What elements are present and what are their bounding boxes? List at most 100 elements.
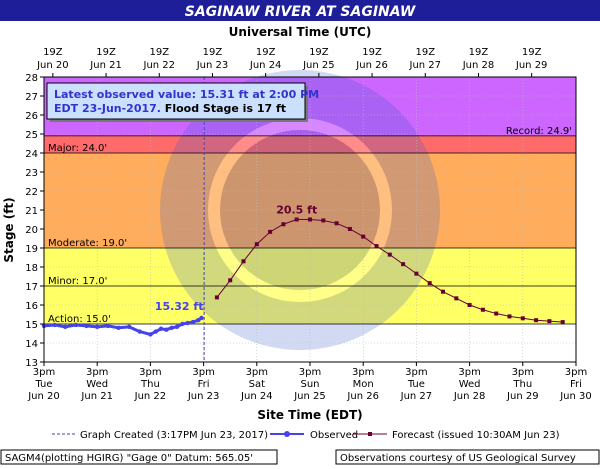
forecast-point [268,229,273,234]
x-tick-time: 3pm [512,367,534,378]
x-tick-day: Thu [512,379,532,390]
info-box-line-1: Latest observed value: 15.31 ft at 2:00 … [54,88,319,101]
top-tick-time: 19Z [469,47,489,58]
top-tick-date: Jun 21 [89,60,122,71]
footer: SAGM4(plotting HGIRG) "Gage 0" Datum: 56… [0,449,600,465]
legend-forecast-marker [368,432,372,436]
observed-point [174,324,180,330]
legend-graph-created: Graph Created (3:17PM Jun 23, 2017) [80,430,268,441]
y-tick-label: 13 [25,358,38,369]
forecast-point [387,252,392,257]
x-tick-day: Mon [353,379,374,390]
stage-line-label: Moderate: 19.0' [48,238,127,249]
observed-point [63,324,68,330]
x-tick-time: 3pm [299,367,321,378]
x-tick-date: Jun 20 [27,391,60,402]
forecast-point [214,295,219,300]
x-tick-time: 3pm [405,367,427,378]
y-tick-label: 14 [25,339,38,350]
x-tick-day: Sun [300,379,319,390]
observed-point [185,320,190,326]
observed-point [199,315,204,321]
forecast-point [401,262,406,267]
chart-title: SAGINAW RIVER AT SAGINAW [185,4,416,20]
forecast-point [520,316,525,321]
observed-point [196,318,201,323]
y-tick-label: 21 [25,206,38,217]
stage-line-label: Major: 24.0' [48,143,107,154]
info-box-flood-stage: Flood Stage is 17 ft [161,102,286,115]
observed-point [190,319,196,325]
x-tick-time: 3pm [565,367,587,378]
band-normal [44,324,576,362]
forecast-point [560,320,565,325]
forecast-point [241,259,246,264]
stage-line-label: Record: 24.9' [506,126,572,137]
series-layer: 20.5 ft 15.32 ft [41,77,565,362]
x-tick-day: Thu [140,379,160,390]
observed-point [95,324,100,330]
title-bar [0,0,600,21]
x-tick-date: Jun 23 [187,391,220,402]
top-tick-date: Jun 27 [409,60,442,71]
forecast-point [228,278,233,283]
top-tick-time: 19Z [362,47,382,58]
forecast-point [494,311,499,316]
y-tick-label: 15 [25,320,38,331]
forecast-peak-label: 20.5 ft [276,204,317,217]
gage-info: SAGM4(plotting HGIRG) "Gage 0" Datum: 56… [5,453,253,464]
observed-point [153,329,158,334]
x-tick-date: Jun 29 [506,391,539,402]
forecast-point [308,217,312,222]
x-tick-day: Fri [570,379,582,390]
top-tick-time: 19Z [415,47,435,58]
top-tick-date: Jun 29 [515,60,548,71]
x-tick-time: 3pm [458,367,480,378]
y-tick-label: 17 [25,282,38,293]
x-tick-time: 3pm [33,367,55,378]
x-tick-day: Sat [249,379,265,390]
observed-point [105,323,111,329]
forecast-point [507,314,512,319]
forecast-point [534,318,539,323]
forecast-point [347,227,352,231]
flood-stage-lines: Record: 24.9' Major: 24.0' Moderate: 19.0'… [44,126,576,325]
x-tick-time: 3pm [246,367,268,378]
observed-point [116,325,121,330]
top-tick-date: Jun 20 [36,60,69,71]
x-tick-time: 3pm [352,367,374,378]
observed-point [137,329,142,334]
x-tick-date: Jun 27 [400,391,433,402]
forecast-point [547,319,552,324]
top-tick-date: Jun 26 [355,60,388,71]
band-major [44,135,576,153]
x-tick-date: Jun 28 [453,391,486,402]
observed-point [84,323,89,329]
x-tick-time: 3pm [86,367,108,378]
y-tick-label: 20 [25,225,38,236]
forecast-point [414,271,419,276]
top-tick-date: Jun 23 [196,60,229,71]
observed-point [126,324,132,330]
y-tick-label: 19 [25,244,38,255]
y-tick-label: 23 [25,168,38,179]
observed-point [180,321,185,327]
forecast-point [427,281,432,286]
bottom-axis-label: Site Time (EDT) [257,408,362,422]
top-tick-date: Jun 22 [143,60,176,71]
legend-observed-marker [284,431,290,437]
forecast-point [441,289,445,294]
top-tick-time: 19Z [522,47,542,58]
observed-point [73,322,79,328]
y-tick-label: 27 [25,92,38,103]
forecast-point [334,221,339,226]
y-axis-ticks: 13 14 15 16 17 18 19 20 21 22 23 24 25 26 27 28 [25,73,44,369]
x-tick-day: Fri [198,379,210,390]
y-tick-label: 22 [25,187,38,198]
credit-text: Observations courtesy of US Geological S… [340,453,576,464]
legend-observed: Observed [310,430,358,441]
forecast-point [294,217,299,222]
y-tick-label: 16 [25,301,38,312]
